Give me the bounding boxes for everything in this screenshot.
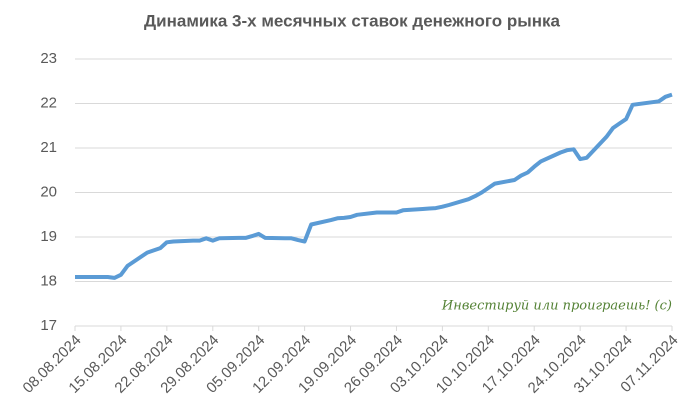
- annotation: Инвестируй или проиграешь! (с): [441, 299, 672, 314]
- line: [75, 92, 673, 280]
- y-tick-label: 17: [40, 317, 57, 334]
- y-tick-label: 23: [40, 50, 57, 67]
- y-tick-label: 22: [40, 94, 57, 111]
- y-tick-label: 18: [40, 272, 57, 289]
- y-tick-label: 20: [40, 183, 57, 200]
- y-tick-label: 19: [40, 228, 57, 245]
- y-tick-label: 21: [40, 139, 57, 156]
- chart-title: Динамика 3-х месячных ставок денежного р…: [144, 11, 560, 30]
